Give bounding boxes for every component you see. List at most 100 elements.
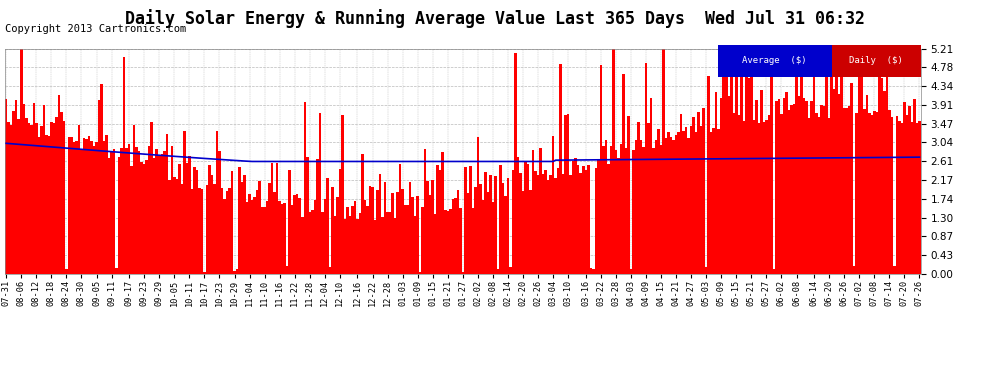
- Bar: [659, 145, 662, 274]
- Bar: [600, 65, 602, 274]
- Bar: [396, 192, 399, 274]
- Bar: [442, 152, 444, 274]
- Bar: [278, 201, 281, 274]
- Bar: [730, 49, 733, 274]
- Bar: [301, 217, 304, 274]
- Bar: [733, 113, 735, 274]
- Bar: [43, 105, 46, 274]
- Bar: [48, 136, 50, 274]
- Bar: [72, 142, 75, 274]
- Bar: [898, 122, 901, 274]
- Bar: [118, 157, 121, 274]
- Bar: [126, 148, 128, 274]
- Bar: [845, 108, 848, 274]
- Bar: [206, 185, 208, 274]
- Bar: [158, 156, 160, 274]
- Bar: [218, 151, 221, 274]
- Bar: [695, 132, 697, 274]
- Bar: [248, 194, 250, 274]
- Bar: [105, 135, 108, 274]
- Bar: [620, 144, 622, 274]
- Bar: [168, 180, 170, 274]
- Bar: [509, 267, 512, 274]
- Bar: [880, 78, 883, 274]
- Bar: [692, 117, 695, 274]
- Bar: [121, 148, 123, 274]
- Bar: [906, 115, 908, 274]
- Bar: [133, 124, 136, 274]
- Bar: [95, 142, 98, 274]
- Bar: [742, 121, 745, 274]
- Bar: [85, 139, 88, 274]
- Bar: [520, 172, 522, 274]
- Bar: [456, 190, 459, 274]
- Bar: [461, 272, 464, 274]
- Bar: [667, 132, 670, 274]
- Bar: [446, 211, 449, 274]
- Bar: [331, 187, 334, 274]
- Bar: [816, 112, 818, 274]
- Bar: [138, 151, 141, 274]
- Bar: [62, 122, 65, 274]
- Bar: [572, 161, 574, 274]
- Bar: [765, 120, 767, 274]
- Bar: [201, 189, 203, 274]
- Bar: [283, 203, 286, 274]
- Bar: [451, 200, 454, 274]
- Bar: [429, 195, 432, 274]
- Bar: [795, 49, 798, 274]
- Bar: [767, 115, 770, 274]
- Bar: [401, 189, 404, 274]
- Bar: [775, 100, 778, 274]
- Bar: [342, 115, 344, 274]
- Bar: [842, 108, 845, 274]
- Bar: [589, 268, 592, 274]
- Bar: [911, 122, 913, 274]
- Bar: [649, 98, 652, 274]
- Bar: [863, 110, 865, 274]
- Bar: [647, 123, 649, 274]
- Bar: [399, 164, 401, 274]
- Bar: [170, 146, 173, 274]
- Bar: [584, 170, 587, 274]
- Bar: [381, 217, 384, 274]
- Bar: [808, 118, 810, 274]
- Bar: [497, 269, 499, 274]
- Bar: [592, 269, 595, 274]
- Bar: [713, 128, 715, 274]
- Bar: [324, 198, 326, 274]
- Bar: [454, 198, 456, 274]
- Bar: [358, 213, 361, 274]
- Bar: [728, 96, 730, 274]
- Bar: [675, 135, 677, 274]
- Bar: [469, 166, 471, 274]
- Bar: [20, 49, 23, 274]
- Bar: [703, 108, 705, 274]
- Bar: [236, 269, 239, 274]
- Bar: [870, 116, 873, 274]
- Bar: [316, 159, 319, 274]
- Bar: [530, 190, 532, 274]
- Bar: [213, 184, 216, 274]
- Bar: [873, 111, 875, 274]
- Bar: [891, 117, 893, 274]
- Bar: [482, 200, 484, 274]
- Bar: [752, 120, 755, 274]
- Bar: [203, 272, 206, 274]
- Bar: [836, 58, 838, 274]
- Bar: [386, 213, 389, 274]
- Bar: [850, 83, 853, 274]
- Bar: [643, 147, 644, 274]
- Bar: [597, 159, 600, 274]
- Bar: [790, 105, 793, 274]
- Bar: [35, 123, 38, 274]
- Bar: [185, 163, 188, 274]
- Bar: [153, 159, 155, 274]
- Bar: [432, 180, 434, 274]
- Bar: [306, 157, 309, 274]
- Bar: [253, 197, 255, 274]
- Bar: [263, 207, 266, 274]
- Bar: [311, 210, 314, 274]
- Bar: [607, 164, 610, 274]
- Bar: [633, 150, 635, 274]
